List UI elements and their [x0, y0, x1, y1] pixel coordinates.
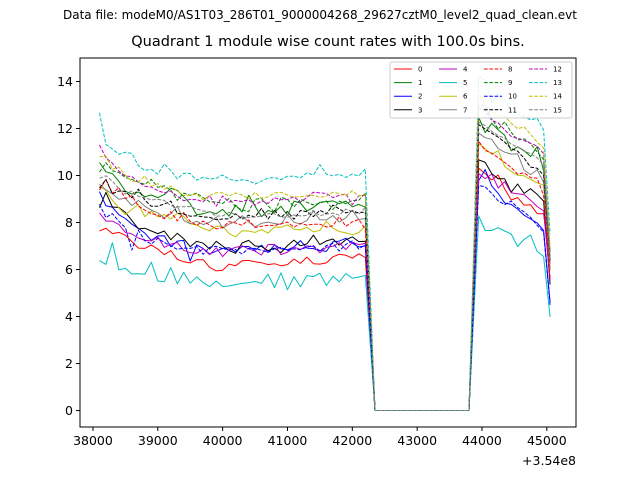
series-line-12 — [99, 107, 551, 411]
y-tick-label-10: 10 — [57, 168, 73, 183]
series-line-14 — [99, 93, 551, 411]
axes: 38000 39000 40000 41000 42000 43000 44000 45000… — [57, 57, 577, 468]
y-tick-label-12: 12 — [57, 121, 73, 136]
y-tick-label-2: 2 — [65, 356, 73, 371]
series-line-15 — [99, 121, 551, 411]
x-tick-label-43000: 43000 — [397, 433, 437, 448]
chart-title: Quadrant 1 module wise count rates with … — [131, 34, 525, 50]
legend-label-0: 0 — [418, 66, 422, 74]
y-tick-label-0: 0 — [65, 403, 73, 418]
series-line-2 — [99, 169, 551, 411]
series-line-4 — [99, 173, 551, 411]
legend-label-5: 5 — [463, 79, 467, 87]
x-tick-label-44000: 44000 — [462, 433, 502, 448]
x-tick-label-38000: 38000 — [73, 433, 113, 448]
series-line-3 — [99, 159, 551, 411]
legend-label-8: 8 — [508, 66, 512, 74]
legend-label-11: 11 — [508, 106, 517, 114]
x-tick-label-41000: 41000 — [268, 433, 308, 448]
legend-label-2: 2 — [418, 93, 422, 101]
legend-label-9: 9 — [508, 79, 512, 87]
plot-frame — [79, 57, 577, 428]
data-file-caption: Data file: modeM0/AS1T03_286T01_90000042… — [63, 8, 577, 22]
series-line-8 — [99, 140, 551, 411]
plot-lines — [99, 76, 551, 411]
series-line-13 — [99, 76, 551, 411]
y-tick-label-6: 6 — [65, 262, 73, 277]
x-tick-label-39000: 39000 — [138, 433, 178, 448]
series-line-5 — [99, 215, 551, 411]
x-tick-label-42000: 42000 — [332, 433, 372, 448]
series-line-10 — [99, 184, 551, 411]
legend-label-15: 15 — [553, 106, 562, 114]
y-tick-label-4: 4 — [65, 309, 73, 324]
legend-label-12: 12 — [553, 66, 562, 74]
x-offset-label: +3.54e8 — [522, 453, 576, 468]
series-line-11 — [99, 124, 551, 411]
x-tick-label-40000: 40000 — [203, 433, 243, 448]
series-line-0 — [99, 167, 551, 411]
series-line-9 — [99, 103, 551, 411]
legend-label-7: 7 — [463, 106, 467, 114]
y-tick-label-14: 14 — [57, 74, 73, 89]
legend-label-13: 13 — [553, 79, 562, 87]
legend-label-6: 6 — [463, 93, 468, 101]
x-tick-label-45000: 45000 — [527, 433, 567, 448]
legend-label-14: 14 — [553, 93, 562, 101]
legend-box — [389, 61, 573, 119]
legend-label-1: 1 — [418, 79, 422, 87]
legend-label-3: 3 — [418, 106, 422, 114]
legend-label-4: 4 — [463, 66, 468, 74]
series-line-6 — [99, 143, 551, 411]
legend-label-10: 10 — [508, 93, 517, 101]
y-tick-label-8: 8 — [65, 215, 73, 230]
